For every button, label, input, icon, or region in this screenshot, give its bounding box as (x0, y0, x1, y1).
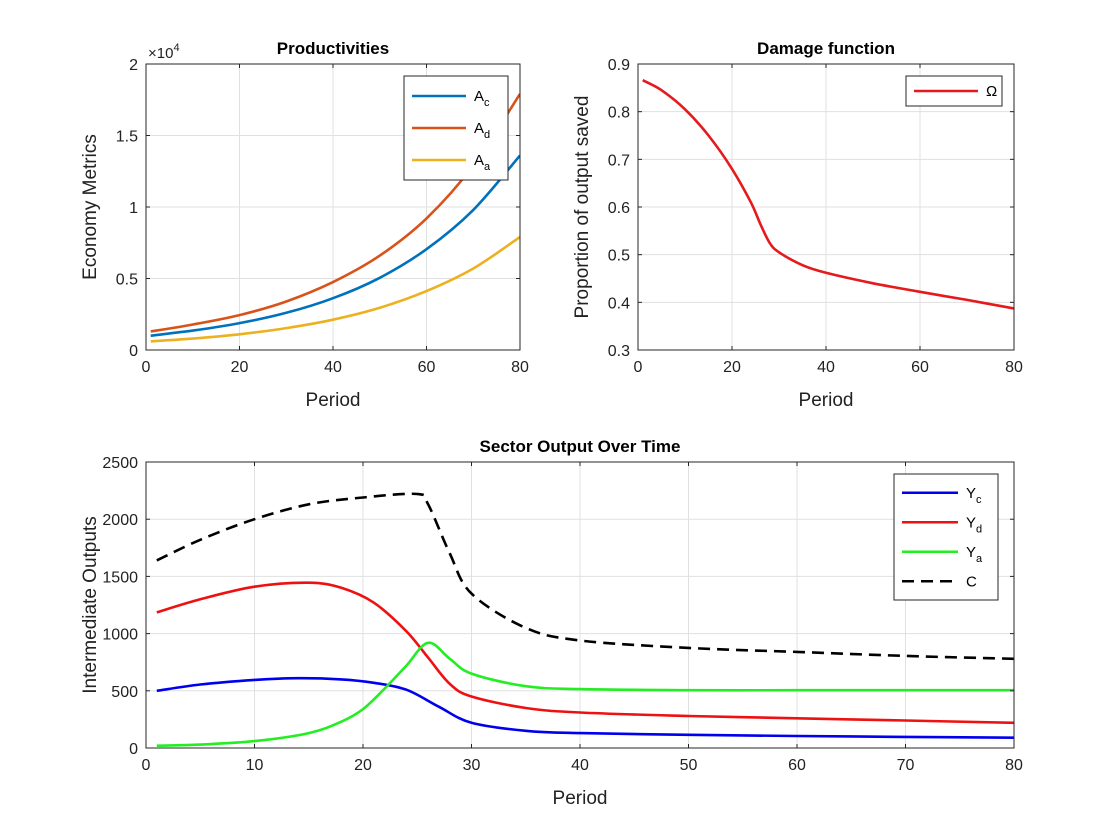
x-tick-label: 40 (571, 757, 589, 774)
legend-label-main: Y (966, 514, 976, 531)
x-tick-label: 0 (142, 359, 151, 376)
legend-label: Yc (966, 485, 982, 506)
y-tick-label: 0.5 (116, 272, 138, 289)
x-tick-label: 20 (723, 359, 741, 376)
y-tick-label: 1 (129, 200, 138, 217)
y-multiplier-exponent: 4 (173, 42, 179, 54)
series-line-yd (156, 581, 1014, 725)
chart-title: Damage function (757, 39, 895, 58)
legend-label: Yd (966, 514, 982, 535)
y-axis-label: Economy Metrics (80, 134, 101, 280)
legend-label-sub: c (976, 494, 982, 506)
y-tick-label: 500 (111, 684, 138, 701)
x-tick-label: 80 (1005, 757, 1023, 774)
legend-label-sub: c (484, 97, 490, 109)
y-tick-label: 0 (129, 343, 138, 360)
x-tick-label: 60 (418, 359, 436, 376)
y-tick-label: 0.9 (608, 57, 630, 74)
y-tick-label: 1.5 (116, 129, 138, 146)
legend-label-sub: d (976, 523, 982, 535)
x-tick-label: 60 (911, 359, 929, 376)
legend-label-main: C (966, 573, 977, 590)
y-tick-label: 0 (129, 741, 138, 758)
x-tick-label: 20 (231, 359, 249, 376)
x-tick-label: 30 (463, 757, 481, 774)
legend-label: Ya (966, 544, 983, 565)
x-tick-label: 70 (897, 757, 915, 774)
y-tick-label: 0.6 (608, 200, 630, 217)
legend-label-sub: a (976, 553, 983, 565)
legend-label: Aa (474, 152, 491, 173)
y-axis-label: Intermediate Outputs (80, 516, 101, 693)
x-axis-label: Period (306, 390, 361, 411)
x-tick-label: 0 (634, 359, 643, 376)
y-tick-label: 1000 (102, 627, 138, 644)
series-line-c (156, 492, 1014, 661)
legend: Ω (905, 75, 1003, 107)
legend-box (893, 473, 999, 601)
y-tick-label: 0.4 (608, 295, 630, 312)
legend-label-sub: a (484, 161, 491, 173)
x-tick-label: 40 (817, 359, 835, 376)
legend-label-main: A (474, 88, 484, 105)
x-tick-label: 80 (1005, 359, 1023, 376)
damage-chart: 0 20 40 60 80 0.3 0.4 0.5 0.6 0.7 0.8 0.9 Damage fun… (572, 39, 1023, 411)
y-tick-label: 2000 (102, 512, 138, 529)
series-line-yc (156, 676, 1014, 739)
x-tick-label: 50 (680, 757, 698, 774)
series-line-ya (156, 641, 1014, 747)
chart-title: Productivities (277, 39, 389, 58)
sector-output-chart: 0 10 20 30 40 50 60 70 80 0 500 1000 1500 2000 2500 Sec… (80, 437, 1023, 809)
legend-label: Ω (986, 83, 997, 100)
y-tick-label: 0.7 (608, 152, 630, 169)
y-tick-label: 0.5 (608, 248, 630, 265)
x-tick-label: 0 (142, 757, 151, 774)
y-multiplier-base: ×10 (148, 45, 173, 62)
y-axis-label: Proportion of output saved (572, 96, 593, 319)
x-tick-label: 40 (324, 359, 342, 376)
y-tick-label: 2500 (102, 455, 138, 472)
x-tick-label: 80 (511, 359, 529, 376)
legend-label-main: A (474, 152, 484, 169)
legend-label-main: A (474, 120, 484, 137)
series-line-ω (642, 79, 1014, 310)
productivities-chart: 0 20 40 60 80 0 0.5 1 1.5 2 ×104 Productivities Peri… (80, 39, 529, 411)
x-tick-label: 10 (246, 757, 264, 774)
legend-label: Ac (474, 88, 490, 109)
y-tick-label: 0.3 (608, 343, 630, 360)
x-axis-label: Period (553, 788, 608, 809)
x-axis-label: Period (799, 390, 854, 411)
x-tick-label: 60 (788, 757, 806, 774)
y-tick-label: 0.8 (608, 105, 630, 122)
legend-label-main: Y (966, 544, 976, 561)
series-line-ac (150, 154, 520, 337)
series-line-aa (150, 235, 520, 343)
y-tick-label: 1500 (102, 569, 138, 586)
legend-label-sub: d (484, 129, 490, 141)
y-multiplier: ×104 (148, 42, 180, 62)
x-tick-label: 20 (354, 757, 372, 774)
legend-label-main: Ω (986, 83, 997, 100)
chart-title: Sector Output Over Time (480, 437, 681, 456)
legend-label: C (966, 573, 977, 590)
legend-label: Ad (474, 120, 490, 141)
y-tick-label: 2 (129, 57, 138, 74)
legend-label-main: Y (966, 485, 976, 502)
